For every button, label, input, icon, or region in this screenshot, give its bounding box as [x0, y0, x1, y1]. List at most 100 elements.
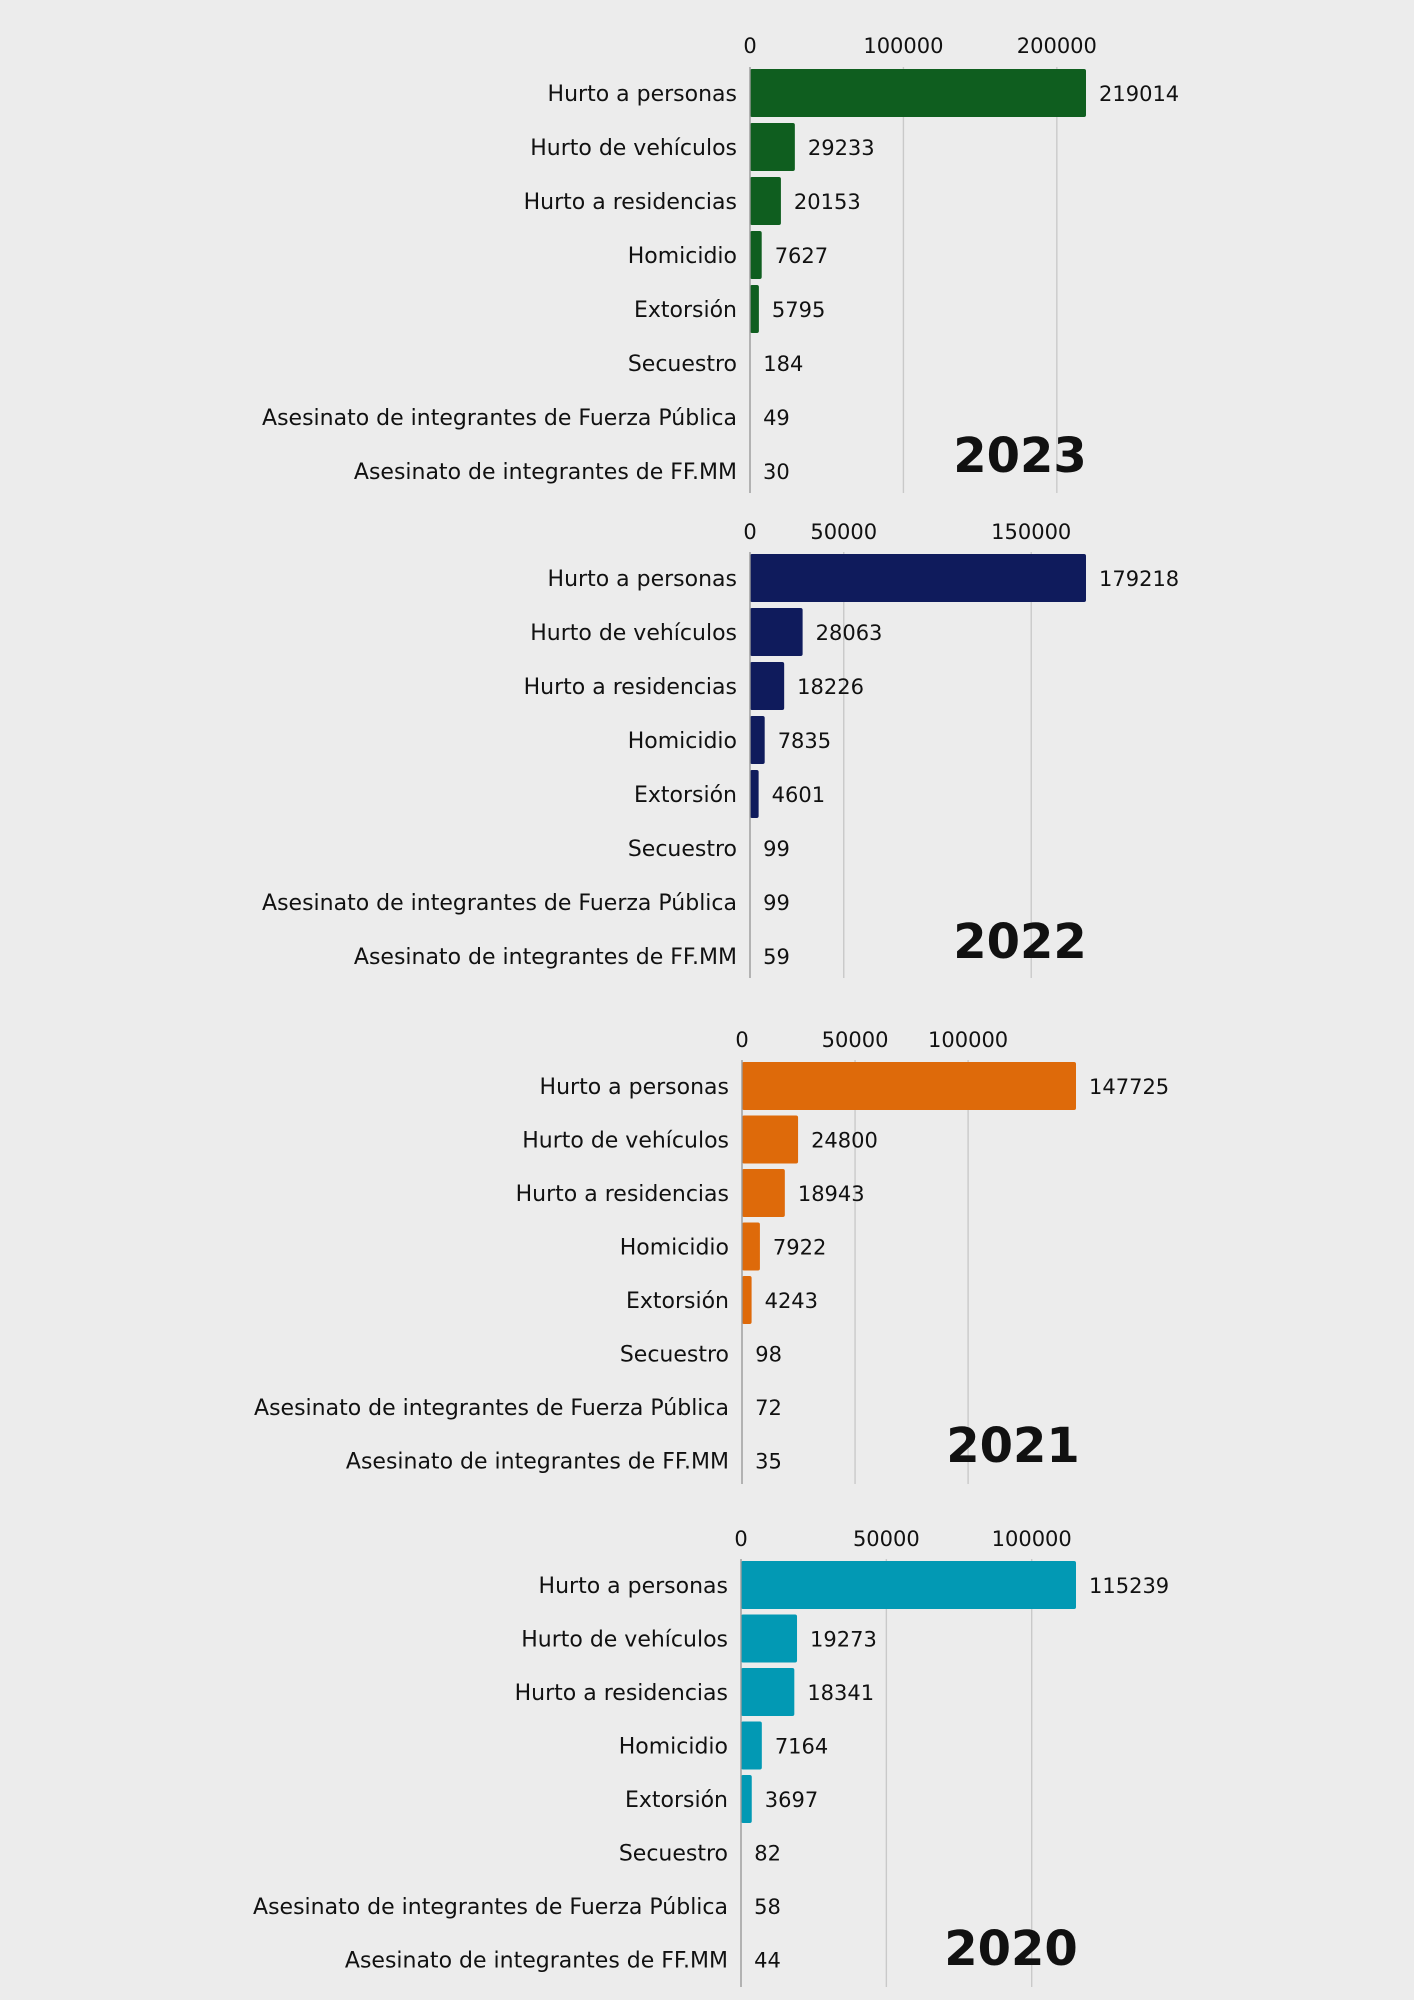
bar — [742, 1169, 785, 1217]
category-label: Hurto a residencias — [516, 1182, 729, 1207]
data-label: 18341 — [807, 1681, 874, 1705]
x-tick-label: 100000 — [928, 1028, 1008, 1052]
data-label: 28063 — [816, 621, 883, 645]
category-label: Secuestro — [620, 1343, 729, 1368]
data-label: 29233 — [808, 136, 875, 160]
x-tick-label: 0 — [734, 1527, 747, 1551]
data-label: 19273 — [810, 1628, 877, 1652]
data-label: 49 — [763, 406, 790, 430]
bar — [750, 608, 803, 656]
category-label: Homicidio — [619, 1735, 728, 1760]
bar — [750, 285, 759, 333]
data-label: 72 — [755, 1396, 782, 1420]
data-label: 3697 — [765, 1788, 818, 1812]
data-label: 35 — [755, 1450, 782, 1474]
chart-panel-2022: 0 50000 150000 Hurto a personas 179218 Hurto … — [262, 520, 1179, 978]
x-tick-label: 150000 — [991, 520, 1071, 544]
category-label: Asesinato de integrantes de Fuerza Públi… — [262, 891, 737, 916]
category-label: Asesinato de integrantes de FF.MM — [354, 460, 737, 485]
x-tick-label: 0 — [743, 520, 756, 544]
bar — [741, 1721, 762, 1770]
bar — [750, 662, 785, 710]
data-label: 7922 — [773, 1236, 826, 1260]
bar — [741, 1561, 1076, 1609]
category-label: Hurto a residencias — [515, 1681, 728, 1706]
data-label: 44 — [754, 1949, 781, 1973]
category-label: Asesinato de integrantes de FF.MM — [354, 945, 737, 970]
data-label: 98 — [755, 1343, 782, 1367]
bar — [750, 123, 795, 171]
bar — [750, 716, 765, 764]
x-tick-label: 100000 — [992, 1527, 1072, 1551]
data-label: 18943 — [798, 1182, 865, 1206]
category-label: Asesinato de integrantes de Fuerza Públi… — [253, 1895, 728, 1920]
category-label: Hurto a personas — [548, 82, 737, 107]
category-label: Secuestro — [628, 837, 737, 862]
data-label: 7164 — [775, 1735, 828, 1759]
category-label: Asesinato de integrantes de FF.MM — [346, 1450, 729, 1475]
category-label: Hurto a personas — [539, 1574, 728, 1599]
data-label: 58 — [754, 1895, 781, 1919]
x-tick-label: 100000 — [863, 34, 943, 58]
category-label: Hurto de vehículos — [522, 1129, 729, 1154]
category-label: Hurto de vehículos — [530, 136, 737, 161]
category-label: Extorsión — [634, 298, 737, 323]
bar — [742, 1276, 752, 1324]
data-label: 24800 — [811, 1129, 878, 1153]
category-label: Hurto a residencias — [524, 190, 737, 215]
data-label: 20153 — [794, 190, 861, 214]
x-tick-label: 0 — [735, 1028, 748, 1052]
bar — [741, 1775, 752, 1823]
bar — [750, 177, 781, 225]
category-label: Extorsión — [634, 783, 737, 808]
data-label: 30 — [763, 460, 790, 484]
bar — [750, 231, 762, 279]
x-tick-label: 50000 — [822, 1028, 889, 1052]
data-label: 5795 — [772, 298, 825, 322]
data-label: 59 — [763, 945, 790, 969]
category-label: Asesinato de integrantes de Fuerza Públi… — [262, 406, 737, 431]
data-label: 99 — [763, 891, 790, 915]
x-tick-label: 50000 — [853, 1527, 920, 1551]
category-label: Homicidio — [620, 1236, 729, 1261]
bar — [742, 1115, 799, 1164]
year-label: 2021 — [946, 1418, 1080, 1474]
chart-panel-2020: 0 50000 100000 Hurto a personas 115239 Hurto … — [253, 1527, 1169, 1987]
data-label: 4601 — [772, 783, 825, 807]
category-label: Secuestro — [628, 352, 737, 377]
data-label: 184 — [763, 352, 803, 376]
year-label: 2023 — [953, 428, 1087, 484]
data-label: 115239 — [1089, 1574, 1169, 1598]
data-label: 219014 — [1099, 82, 1179, 106]
category-label: Asesinato de integrantes de Fuerza Públi… — [254, 1396, 729, 1421]
data-label: 99 — [763, 837, 790, 861]
data-label: 179218 — [1099, 567, 1179, 591]
bar — [741, 1614, 798, 1663]
category-label: Extorsión — [626, 1289, 729, 1314]
x-tick-label: 200000 — [1017, 34, 1097, 58]
x-tick-label: 0 — [743, 34, 756, 58]
category-label: Secuestro — [619, 1842, 728, 1867]
year-label: 2022 — [953, 914, 1087, 970]
data-label: 82 — [754, 1842, 781, 1866]
year-label: 2020 — [944, 1921, 1078, 1977]
chart-panel-2023: 0 100000 200000 Hurto a personas 219014 Hurto… — [262, 34, 1179, 493]
bar — [741, 1668, 795, 1716]
category-label: Hurto de vehículos — [521, 1628, 728, 1653]
x-tick-label: 50000 — [810, 520, 877, 544]
bar — [742, 1222, 760, 1271]
bar — [750, 69, 1086, 117]
category-label: Homicidio — [628, 729, 737, 754]
data-label: 18226 — [797, 675, 864, 699]
data-label: 4243 — [765, 1289, 818, 1313]
category-label: Homicidio — [628, 244, 737, 269]
category-label: Extorsión — [625, 1788, 728, 1813]
chart-panel-2021: 0 50000 100000 Hurto a personas 147725 Hurto … — [254, 1028, 1169, 1484]
category-label: Hurto a residencias — [524, 675, 737, 700]
category-label: Hurto de vehículos — [530, 621, 737, 646]
data-label: 7835 — [778, 729, 831, 753]
data-label: 7627 — [775, 244, 828, 268]
bar — [742, 1062, 1076, 1110]
bar — [750, 770, 759, 818]
